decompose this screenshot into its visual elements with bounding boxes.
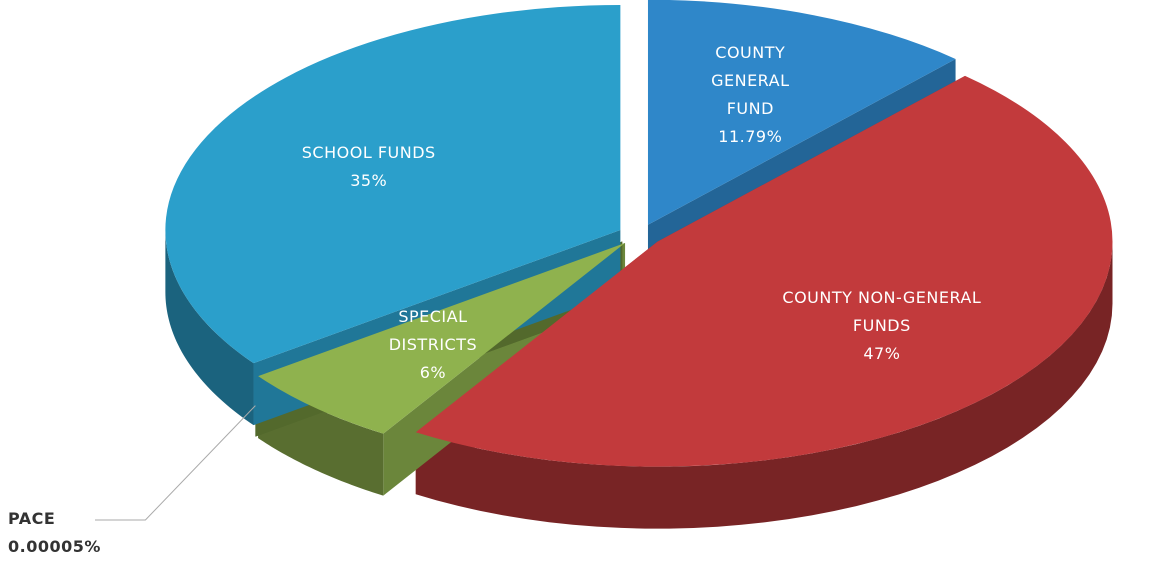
slice-label: PACE 0.00005% — [8, 505, 101, 561]
pie-tops — [165, 0, 1113, 467]
pie-slice — [415, 75, 1113, 467]
slice-side — [415, 241, 1113, 529]
slice-label: SCHOOL FUNDS 35% — [239, 139, 499, 195]
slice-value: 47% — [863, 344, 901, 364]
pie-slice — [647, 0, 956, 225]
slice-name: COUNTY GENERAL FUND — [711, 42, 790, 118]
slice-name: PACE — [8, 509, 56, 528]
slice-value: 6% — [419, 363, 447, 383]
pie-slice — [165, 5, 621, 364]
slice-name: SCHOOL FUNDS — [301, 142, 436, 162]
pie-slice — [258, 243, 626, 434]
slice-label: COUNTY GENERAL FUND 11.79% — [698, 39, 802, 151]
slice-side — [165, 230, 254, 426]
leader-line — [95, 405, 256, 521]
slice-name: COUNTY NON-GENERAL FUNDS — [782, 288, 982, 336]
slice-label: COUNTY NON-GENERAL FUNDS 47% — [752, 284, 1012, 368]
slice-value: 0.00005% — [8, 537, 101, 556]
pie-slice — [255, 241, 623, 375]
slice-name: SPECIAL DISTRICTS — [388, 307, 478, 355]
slice-label: SPECIAL DISTRICTS 6% — [388, 303, 478, 387]
slice-value: 35% — [350, 170, 388, 190]
slice-value: 11.79% — [718, 126, 783, 146]
